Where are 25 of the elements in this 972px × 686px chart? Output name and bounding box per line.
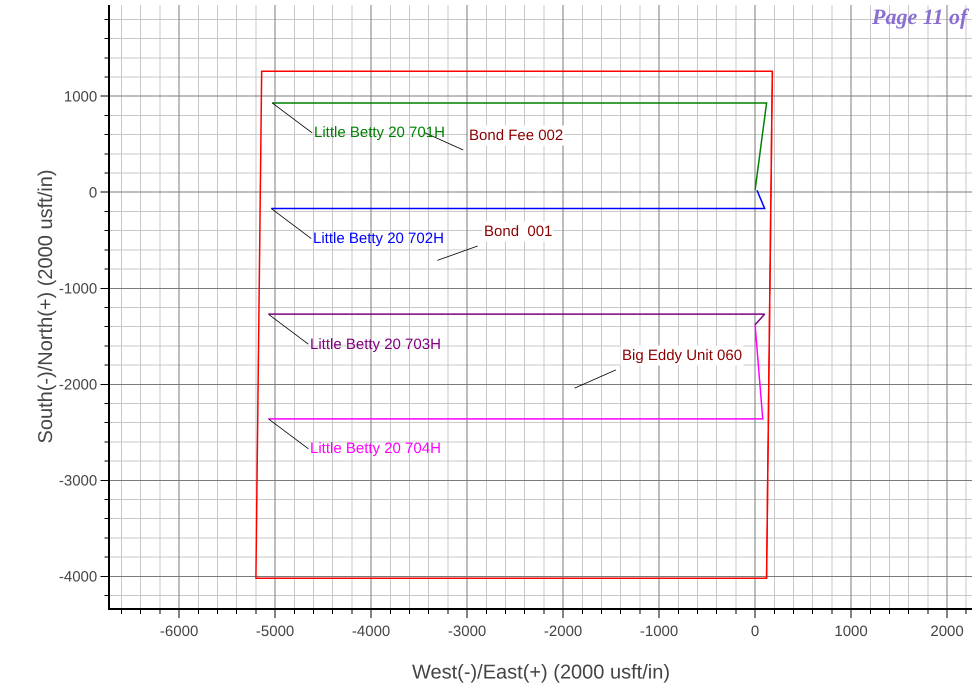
series-label: Big Eddy Unit 060	[622, 347, 742, 364]
y-axis-title: South(-)/North(+) (2000 usft/in)	[34, 170, 57, 444]
x-tick-label: -5000	[256, 622, 294, 640]
y-tick-label: 1000	[64, 88, 98, 106]
series-label: Little Betty 20 704H	[310, 440, 441, 457]
x-tick-label: -6000	[160, 622, 198, 640]
y-tick-label: -3000	[58, 472, 98, 490]
x-tick-label: -1000	[640, 622, 678, 640]
x-tick-label: 2000	[930, 622, 964, 640]
y-tick-label: 0	[88, 184, 98, 202]
series-label: Little Betty 20 702H	[313, 230, 444, 247]
x-tick-label: -2000	[544, 622, 582, 640]
series-label: Little Betty 20 701H	[314, 124, 445, 141]
x-tick-label: -3000	[448, 622, 486, 640]
x-tick-label: -4000	[352, 622, 390, 640]
y-tick-label: -4000	[58, 568, 98, 586]
y-tick-label: -2000	[58, 376, 98, 394]
series-label: Bond 001	[484, 223, 552, 240]
x-tick-label: 0	[750, 622, 760, 640]
series-label: Bond Fee 002	[469, 127, 564, 144]
annotation: Page 11 of	[871, 4, 970, 29]
series-label: Little Betty 20 703H	[310, 336, 441, 353]
y-tick-label: -1000	[58, 280, 98, 298]
x-axis-title: West(-)/East(+) (2000 usft/in)	[412, 662, 670, 684]
x-tick-label: 1000	[834, 622, 868, 640]
